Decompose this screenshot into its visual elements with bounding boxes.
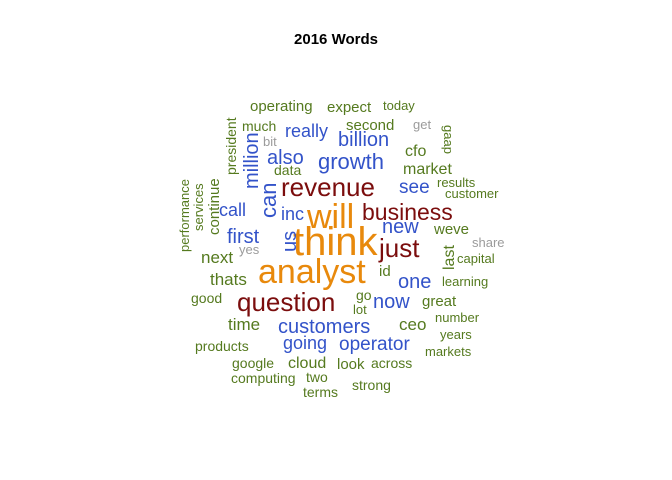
word-really: really [285,121,328,141]
word-learning: learning [442,274,488,289]
word-customer: customer [445,186,499,201]
word-strong: strong [352,377,391,393]
word-business: business [362,199,453,225]
word-question: question [237,287,335,317]
chart-title: 2016 Words [294,31,378,48]
word-think: think [293,220,378,264]
word-call: call [219,200,246,220]
word-first: first [227,226,260,248]
word-inc: inc [281,204,304,224]
word-much: much [242,118,276,134]
word-great: great [422,293,457,310]
word-weve: weve [433,221,469,238]
word-two: two [306,369,328,385]
word-continue: continue [206,178,223,235]
word-results: results [437,175,476,190]
word-one: one [398,271,431,293]
word-expect: expect [327,99,372,116]
word-today: today [383,98,415,113]
word-billion: billion [338,129,389,151]
word-computing: computing [231,370,296,386]
word-operating: operating [250,98,313,115]
word-ceo: ceo [399,315,426,334]
word-see: see [399,177,430,198]
word-new: new [382,216,419,238]
word-last: last [441,245,458,270]
word-gaap: gaap [441,125,456,154]
word-million: million [241,132,263,189]
word-share: share [472,235,505,250]
word-customers: customers [278,316,370,338]
word-revenue: revenue [281,172,375,202]
word-second: second [346,117,394,134]
word-services: services [191,183,206,231]
word-capital: capital [457,251,495,266]
word-products: products [195,338,249,354]
word-lot: lot [353,302,367,317]
word-number: number [435,310,480,325]
word-next: next [201,248,233,267]
word-go: go [356,287,372,303]
word-google: google [232,355,274,371]
word-cfo: cfo [405,143,426,160]
word-us: us [279,231,301,252]
word-operator: operator [339,334,410,355]
word-market: market [403,161,452,178]
word-also: also [267,147,304,169]
word-thats: thats [210,270,247,289]
word-performance: performance [177,179,192,252]
word-president: president [223,117,239,175]
word-analyst: analyst [258,253,366,291]
word-years: years [440,327,472,342]
word-yes: yes [239,242,260,257]
word-now: now [373,291,410,313]
word-terms: terms [303,384,338,400]
word-id: id [379,263,391,280]
word-growth: growth [318,149,384,174]
word-look: look [337,356,365,373]
word-good: good [191,290,222,306]
word-will: will [306,198,354,236]
word-markets: markets [425,344,472,359]
word-just: just [378,233,420,263]
word-time: time [228,315,260,334]
word-going: going [283,333,327,353]
word-across: across [371,355,412,371]
word-get: get [413,117,431,132]
word-cloud: cloud [288,355,326,372]
word-bit: bit [263,134,277,149]
word-data: data [274,162,301,178]
word-can: can [256,183,281,218]
